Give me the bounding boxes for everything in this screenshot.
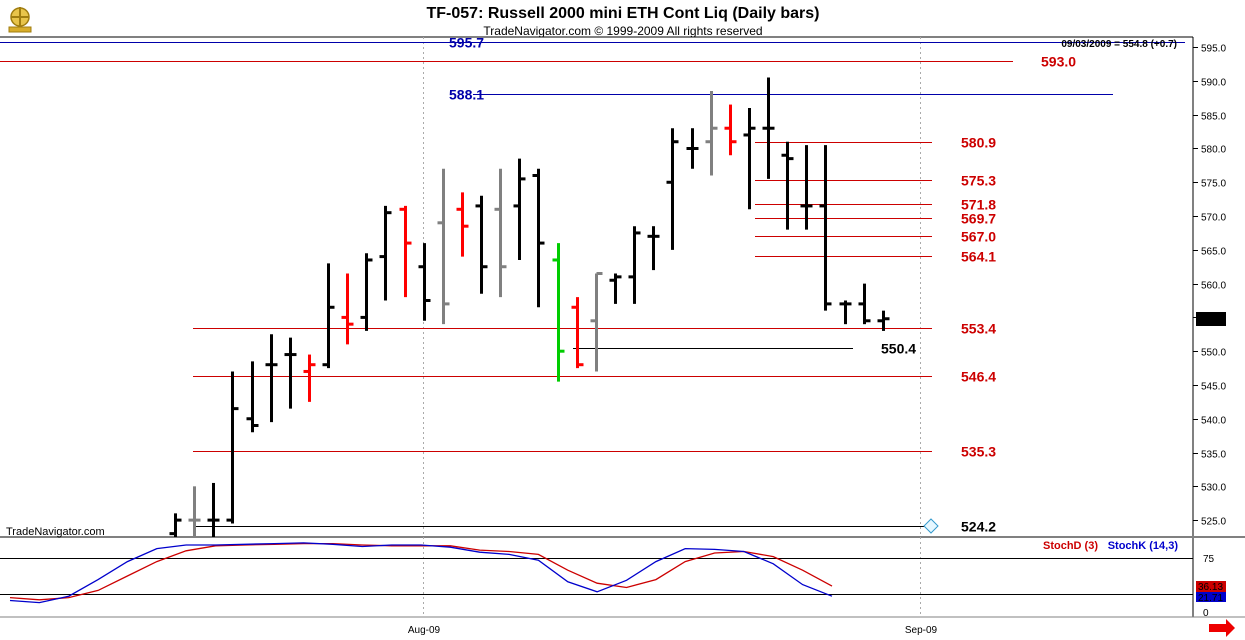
chart-title: TF-057: Russell 2000 mini ETH Cont Liq (… [427,5,820,22]
price-tick-label: 535.0 [1201,450,1226,461]
price-tick-label: 575.0 [1201,179,1226,190]
level-label: 569.7 [961,211,996,227]
level-label: 595.7 [449,35,484,51]
stochk-line [9,542,833,604]
date-axis: Aug-09 Sep-09 [408,625,938,636]
stochd-last-box [1196,581,1226,592]
level-label: 580.9 [961,135,996,151]
level-label: 571.8 [961,197,996,213]
price-tick-label: 530.0 [1201,483,1226,494]
level-label: 564.1 [961,249,996,265]
stochd-line [9,542,833,601]
level-label: 553.4 [961,321,996,337]
price-tick-label: 545.0 [1201,382,1226,393]
last-price-label: 554.8 [1198,315,1223,326]
level-label: 550.4 [881,341,916,357]
price-tick-label: 580.0 [1201,145,1226,156]
price-tick-label: 570.0 [1201,213,1226,224]
stoch-tick-label: 75 [1203,554,1215,565]
price-tick-label: 560.0 [1201,281,1226,292]
stochd-last-label: 36.13 [1198,582,1223,593]
date-label: Sep-09 [905,625,938,636]
tradenavigator-logo-icon[interactable] [4,3,36,35]
level-label: 567.0 [961,229,996,245]
stochk-last-label: 21.71 [1198,593,1223,604]
price-axis: 525.0530.0535.0540.0545.0550.0555.0560.0… [1193,44,1226,528]
last-price-box [1196,312,1226,326]
level-label: 535.3 [961,444,996,460]
price-tick-label: 525.0 [1201,517,1226,528]
level-label: 588.1 [449,87,484,103]
date-readout: 09/03/2009 = 554.8 (+0.7) [1061,39,1177,50]
stoch-tick-label: 0 [1203,608,1209,619]
price-levels [0,42,1185,527]
watermark: TradeNavigator.com [6,526,105,538]
level-label: 575.3 [961,173,996,189]
price-tick-label: 590.0 [1201,78,1226,89]
alert-diamond-icon [923,518,939,534]
ohlc-bars [169,77,890,537]
price-tick-label: 540.0 [1201,416,1226,427]
level-label: 524.2 [961,519,996,535]
level-label: 593.0 [1041,54,1076,70]
price-tick-label: 585.0 [1201,112,1226,123]
date-label: Aug-09 [408,625,441,636]
scroll-right-arrow-icon[interactable] [1209,619,1235,637]
stochk-last-box [1196,592,1226,602]
stochd-legend: StochD (3) [1043,540,1098,552]
copyright-text: TradeNavigator.com © 1999-2009 All right… [483,24,762,38]
price-tick-label: 550.0 [1201,348,1226,359]
price-tick-label: 565.0 [1201,247,1226,258]
grid [0,36,1245,618]
level-label: 546.4 [961,369,996,385]
stochk-legend: StochK (14,3) [1108,540,1179,552]
price-tick-label: 595.0 [1201,44,1226,55]
